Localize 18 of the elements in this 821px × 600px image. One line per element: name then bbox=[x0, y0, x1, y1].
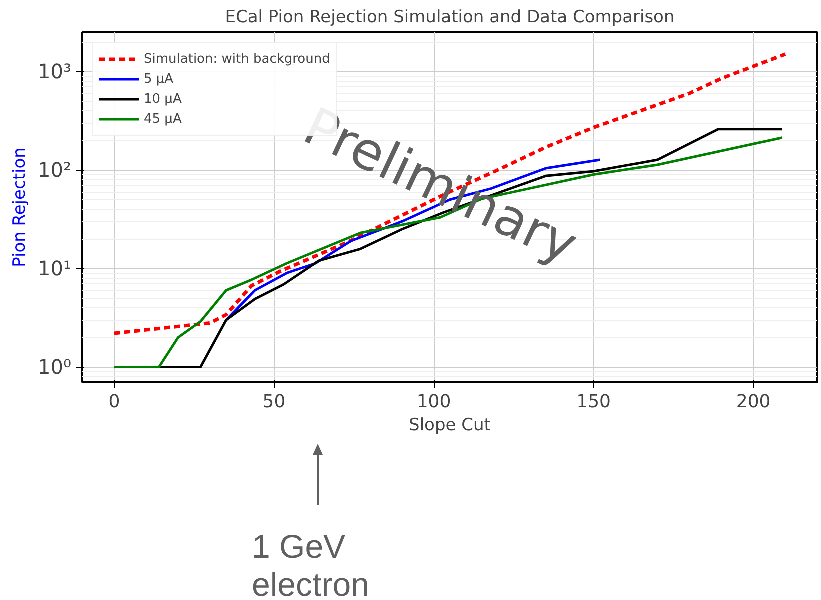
line-series bbox=[112, 52, 788, 336]
x-tick-label: 100 bbox=[416, 392, 452, 412]
text: 1 GeV electron bbox=[252, 528, 370, 600]
y-tick-label: 10³ bbox=[38, 60, 72, 84]
x-tick-label: 150 bbox=[576, 392, 611, 412]
x-axis-title: Slope Cut bbox=[409, 416, 492, 436]
x-tick-label: 0 bbox=[108, 392, 120, 412]
y-tick-label: 10² bbox=[38, 158, 72, 182]
legend-label: 45 μA bbox=[144, 112, 182, 126]
legend-label: Simulation: with background bbox=[144, 52, 330, 66]
y-tick-label: 10⁰ bbox=[38, 355, 72, 380]
x-tick-label: 50 bbox=[262, 392, 286, 412]
legend-label: 10 μA bbox=[144, 92, 182, 106]
x-tick-label: 200 bbox=[736, 392, 771, 412]
legend-label: 5 μA bbox=[144, 72, 174, 86]
chart-title: ECal Pion Rejection Simulation and Data Comparison bbox=[225, 8, 675, 28]
y-tick-label: 10¹ bbox=[38, 256, 72, 281]
y-axis-title: Pion Rejection bbox=[10, 148, 30, 268]
